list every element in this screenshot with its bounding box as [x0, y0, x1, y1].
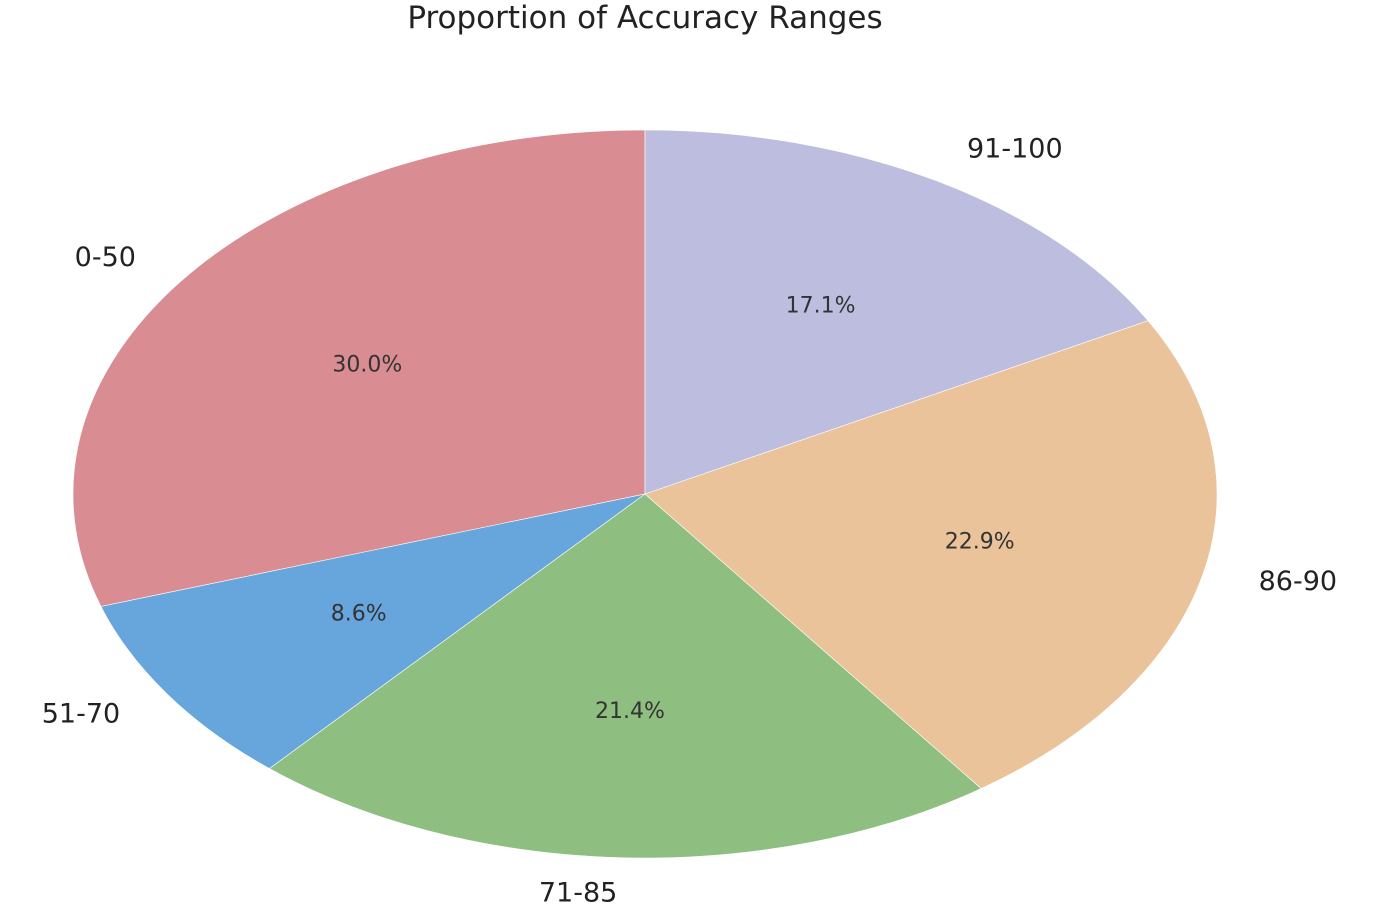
slice-label: 51-70 [42, 698, 120, 729]
pie-slice-0-50 [72, 129, 646, 607]
slice-label: 91-100 [967, 134, 1063, 165]
pie-slices [72, 129, 1218, 859]
pie-labels: 0-50 30.0% 51-70 8.6% 71-85 21.4% 86-90 22.9% 91… [42, 134, 1337, 909]
pie-slice-71-85 [268, 493, 982, 859]
slice-percent-label: 22.9% [945, 529, 1015, 554]
slice-label: 0-50 [75, 242, 136, 273]
slice-percent-label: 17.1% [786, 293, 856, 318]
slice-percent-label: 8.6% [331, 601, 387, 626]
slice-percent-label: 21.4% [595, 699, 665, 724]
pie-slice-51-70 [100, 493, 646, 769]
slice-label: 86-90 [1259, 566, 1337, 597]
pie-slice-91-100 [644, 129, 1149, 495]
chart-title: Proportion of Accuracy Ranges [407, 0, 882, 36]
slice-label: 71-85 [539, 878, 617, 909]
pie-slice-86-90 [644, 320, 1218, 789]
slice-percent-label: 30.0% [332, 353, 402, 378]
